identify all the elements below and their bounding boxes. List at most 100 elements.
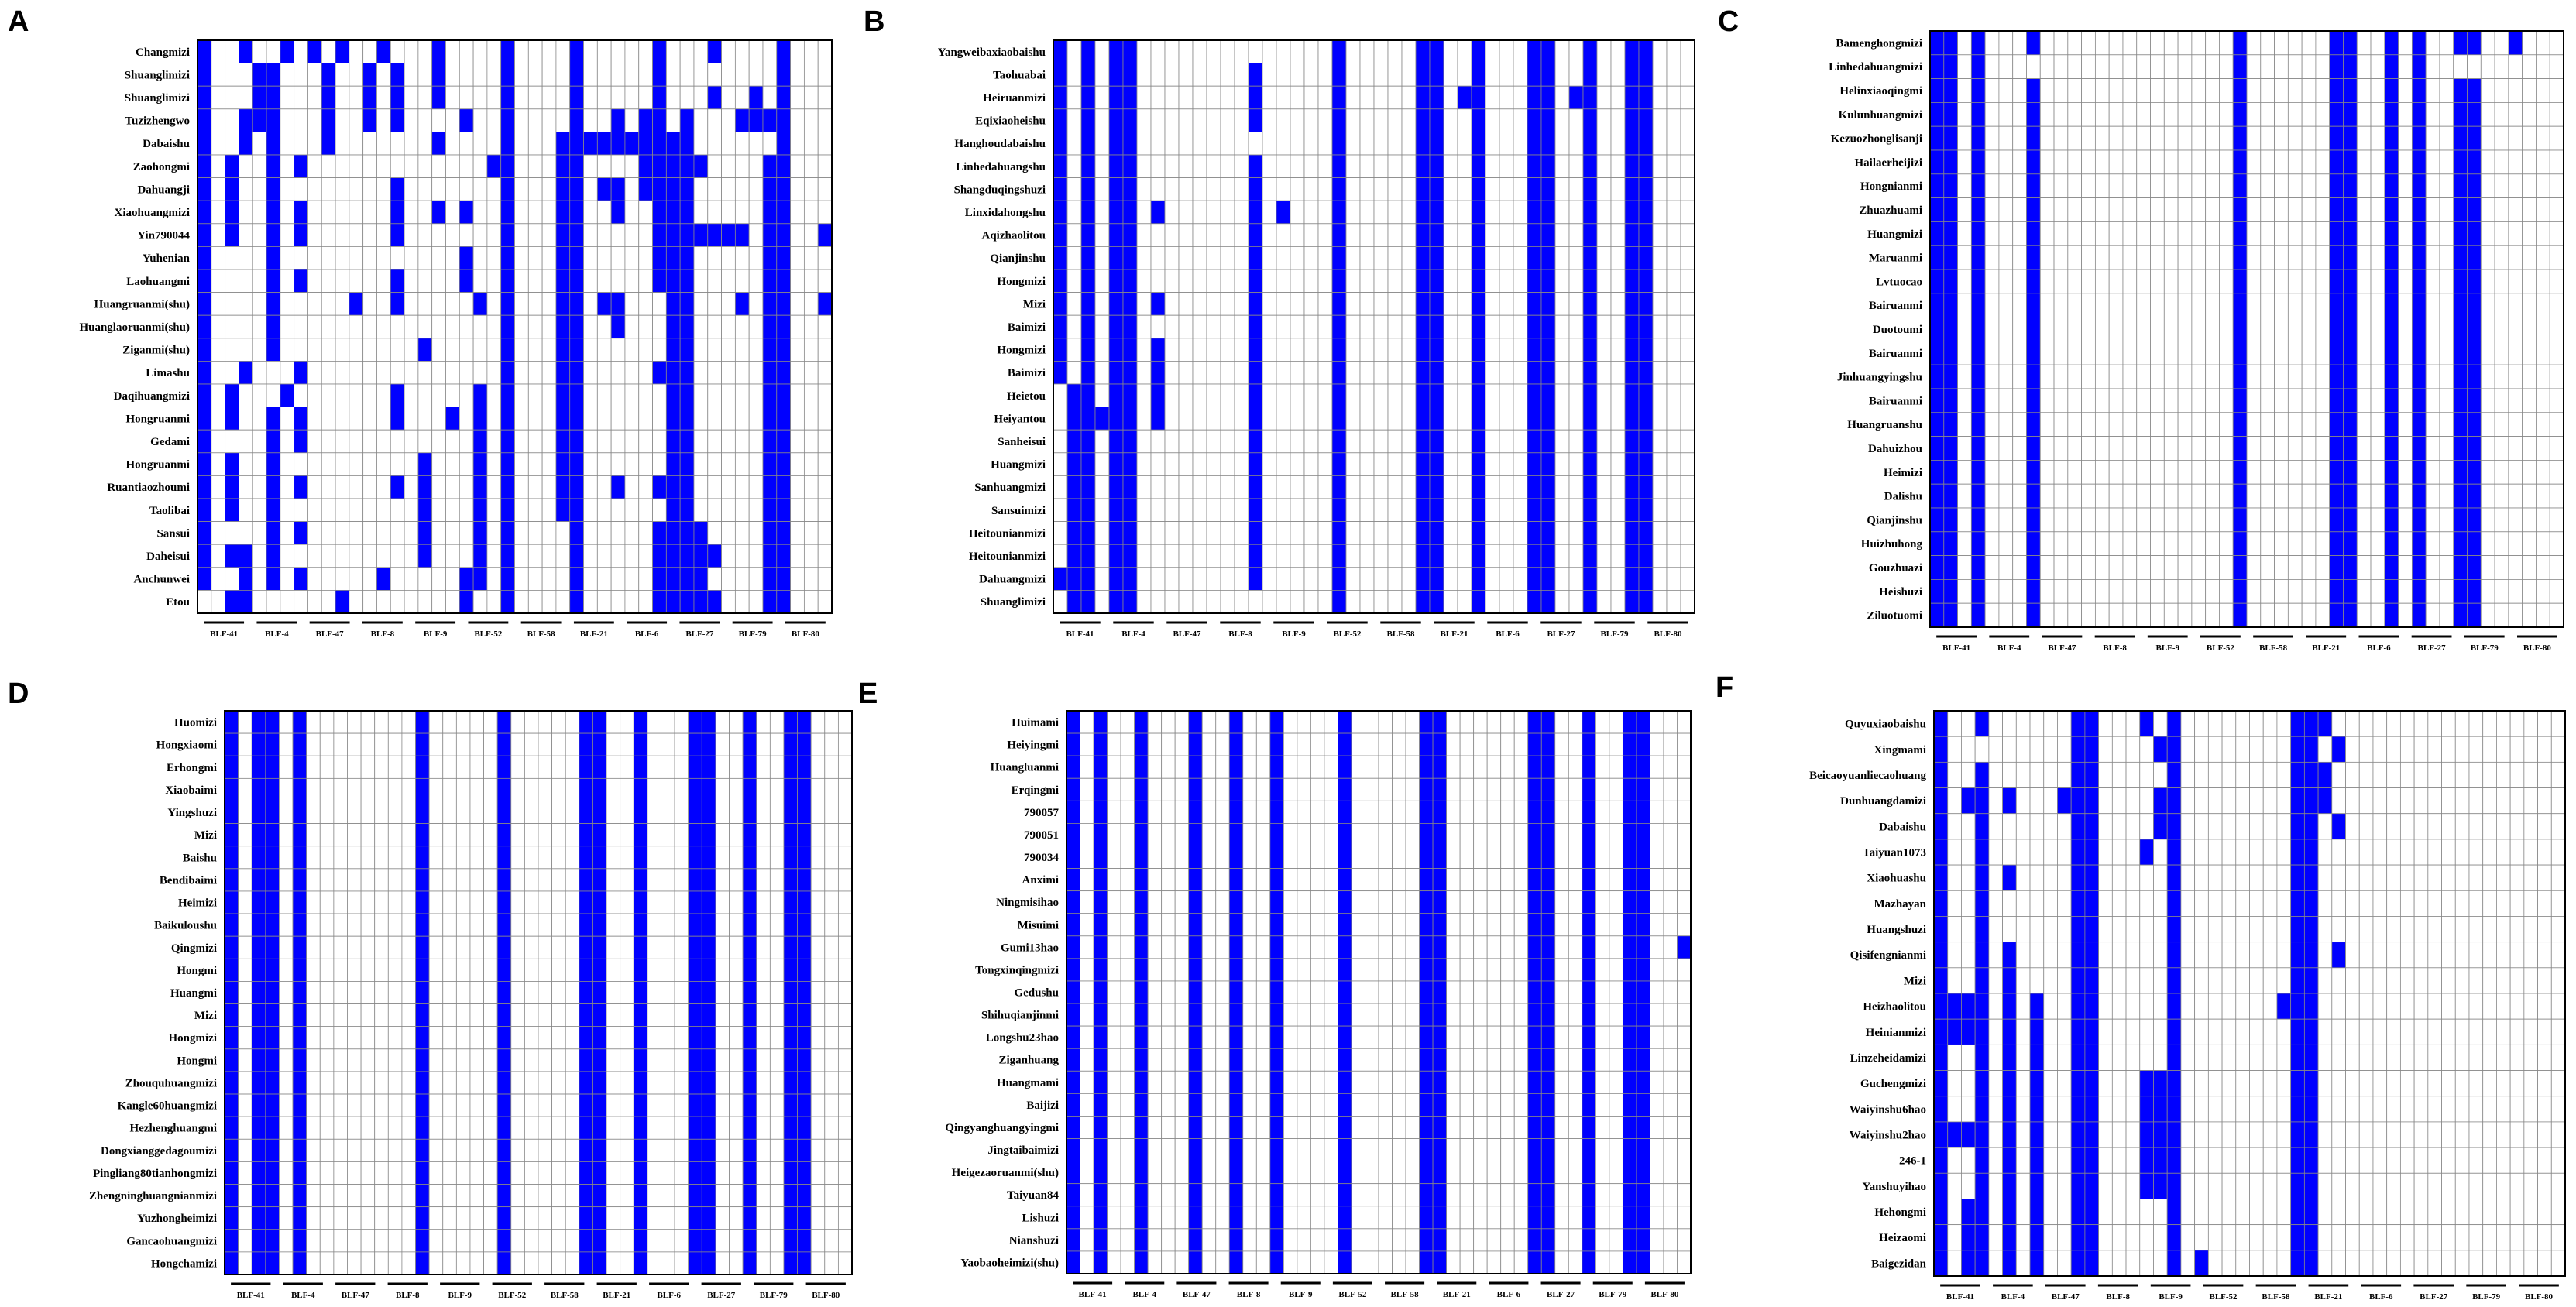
- cell-empty: [2425, 507, 2440, 533]
- cell-empty: [2122, 125, 2138, 151]
- cell-empty: [294, 245, 308, 270]
- row-label: Baikuloushu: [154, 920, 217, 932]
- cell-empty: [1234, 407, 1249, 431]
- cell-empty: [2053, 54, 2069, 80]
- cell-empty: [2177, 245, 2193, 270]
- cell-empty: [239, 452, 253, 476]
- cell-empty: [2315, 293, 2330, 317]
- cell-empty: [455, 1093, 471, 1117]
- cell-filled: [665, 360, 681, 385]
- cell-empty: [2067, 149, 2083, 175]
- cell-empty: [401, 1229, 416, 1253]
- cell-filled: [292, 732, 307, 756]
- cell-empty: [2315, 101, 2330, 127]
- cell-empty: [510, 981, 525, 1004]
- cell-empty: [360, 846, 376, 870]
- cell-empty: [1652, 338, 1668, 362]
- cell-empty: [1164, 429, 1180, 454]
- cell-filled: [197, 407, 212, 431]
- cell-empty: [1610, 521, 1626, 545]
- cell-empty: [527, 177, 543, 201]
- cell-empty: [596, 360, 612, 385]
- cell-empty: [225, 39, 239, 64]
- cell-empty: [565, 1251, 580, 1275]
- cell-filled: [596, 292, 612, 316]
- cell-empty: [620, 755, 634, 779]
- cell-empty: [1500, 732, 1515, 756]
- cell-empty: [596, 452, 612, 476]
- cell-empty: [1276, 63, 1291, 87]
- cell-empty: [404, 85, 419, 110]
- cell-empty: [583, 407, 598, 431]
- cell-empty: [2219, 149, 2234, 175]
- cell-empty: [428, 1229, 444, 1253]
- cell-empty: [445, 269, 460, 293]
- cell-empty: [319, 1161, 335, 1185]
- cell-empty: [1178, 544, 1194, 568]
- cell-empty: [1234, 39, 1249, 64]
- cell-empty: [1610, 429, 1626, 454]
- cell-filled: [292, 823, 307, 847]
- cell-empty: [347, 1116, 362, 1140]
- cell-empty: [693, 360, 709, 385]
- cell-empty: [538, 846, 553, 870]
- cell-filled: [555, 498, 571, 523]
- cell-empty: [294, 85, 308, 110]
- cell-empty: [2039, 388, 2055, 413]
- cell-empty: [2219, 602, 2234, 628]
- cell-empty: [211, 245, 225, 270]
- cell-filled: [707, 590, 722, 614]
- cell-empty: [2026, 54, 2041, 80]
- cell-filled: [1624, 85, 1640, 110]
- cell-empty: [387, 801, 403, 824]
- cell-empty: [333, 1116, 348, 1140]
- cell-empty: [455, 1184, 471, 1208]
- cell-empty: [647, 1229, 661, 1253]
- cell-filled: [762, 590, 778, 614]
- cell-empty: [810, 1229, 826, 1253]
- cell-filled: [2467, 531, 2482, 556]
- cell-empty: [707, 245, 722, 270]
- cell-empty: [2494, 173, 2509, 199]
- cell-empty: [1443, 177, 1458, 201]
- row-label: Yangweibaxiaobaishu: [938, 46, 1046, 59]
- cell-filled: [652, 131, 667, 156]
- cell-filled: [431, 85, 446, 110]
- cell-empty: [1206, 567, 1221, 591]
- cell-empty: [2012, 149, 2027, 175]
- cell-empty: [1276, 498, 1291, 523]
- cell-empty: [2067, 507, 2083, 533]
- cell-filled: [2026, 460, 2041, 485]
- cell-filled: [1970, 125, 1986, 151]
- cell-empty: [1609, 755, 1623, 779]
- cell-filled: [1540, 292, 1556, 316]
- cell-filled: [2453, 436, 2468, 461]
- cell-empty: [445, 63, 460, 87]
- cell-empty: [1984, 507, 2000, 533]
- cell-filled: [2232, 293, 2248, 317]
- cell-empty: [459, 407, 474, 431]
- cell-filled: [1338, 732, 1352, 756]
- cell-filled: [1970, 602, 1986, 628]
- cell-empty: [734, 383, 750, 408]
- marker-label: BLF-47: [2048, 643, 2076, 653]
- cell-empty: [1387, 85, 1403, 110]
- cell-empty: [404, 314, 419, 339]
- cell-empty: [431, 567, 446, 591]
- cell-empty: [1554, 777, 1569, 801]
- cell-empty: [510, 801, 525, 824]
- cell-filled: [1970, 507, 1986, 533]
- row-label: Changmizi: [136, 46, 190, 59]
- cell-empty: [1652, 590, 1668, 614]
- cell-empty: [1485, 245, 1500, 270]
- cell-empty: [445, 200, 460, 225]
- cell-empty: [1174, 732, 1190, 756]
- cell-empty: [1499, 498, 1514, 523]
- cell-filled: [1122, 108, 1138, 132]
- cell-empty: [2274, 436, 2289, 461]
- cell-empty: [790, 407, 805, 431]
- cell-filled: [555, 245, 571, 270]
- cell-filled: [707, 223, 722, 247]
- cell-empty: [661, 1184, 675, 1208]
- cell-empty: [1984, 317, 2000, 341]
